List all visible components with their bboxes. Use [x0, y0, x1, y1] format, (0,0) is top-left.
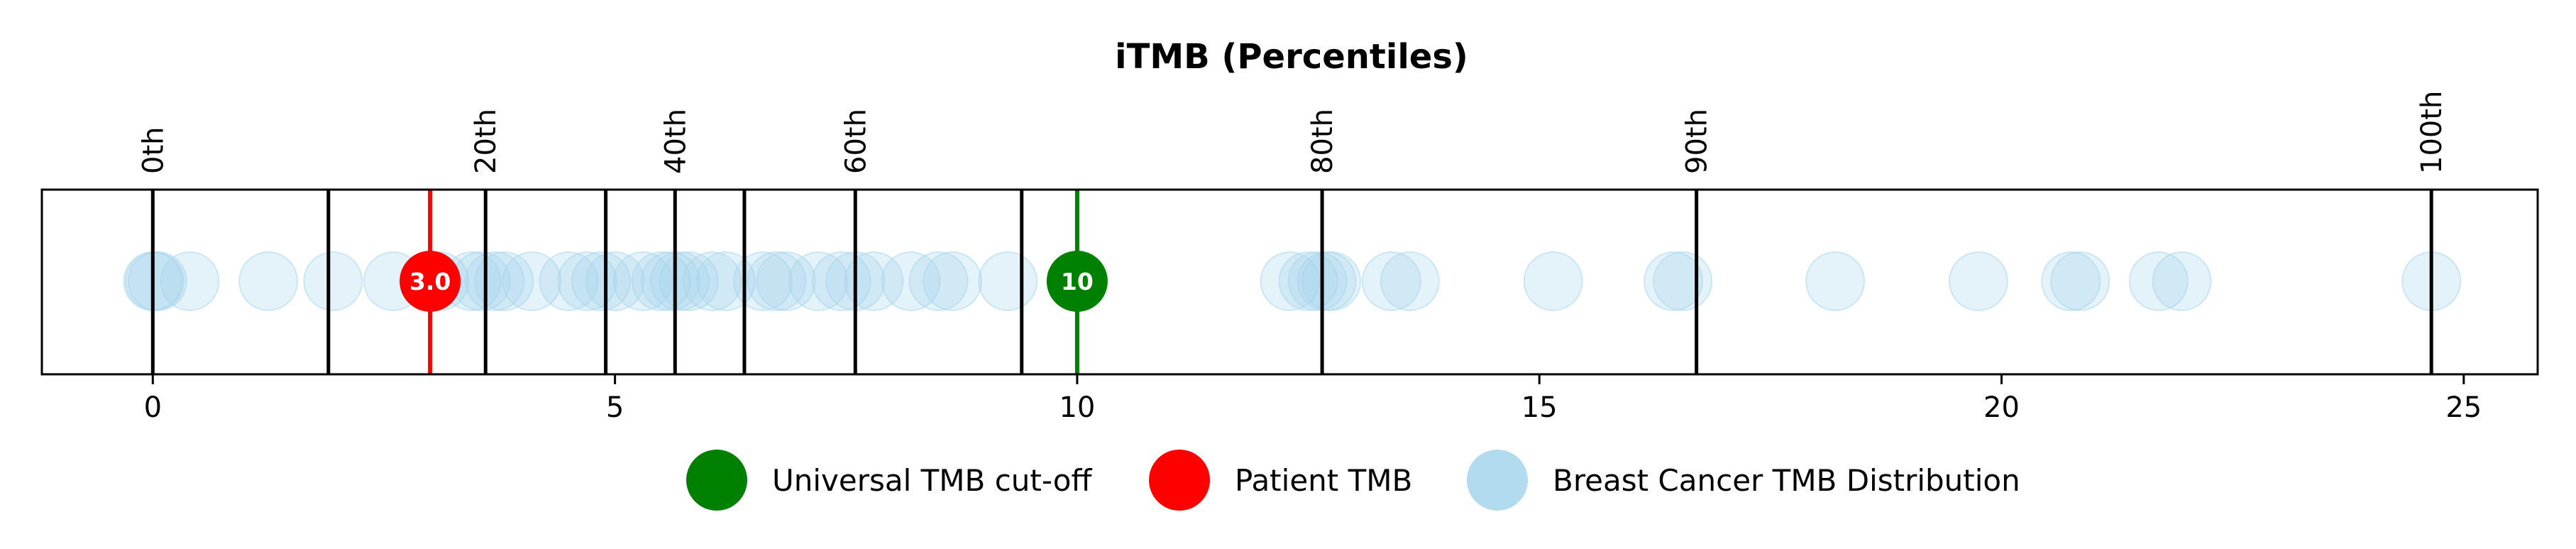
distribution-point	[2041, 251, 2101, 311]
chart-title: iTMB (Percentiles)	[1115, 37, 1468, 77]
distribution-point	[585, 251, 645, 311]
percentile-label: 0th	[137, 127, 170, 174]
distribution-point	[2128, 251, 2189, 311]
tmb-cutoff-value: 10	[1061, 268, 1094, 295]
x-axis: 0 5 10 15 20 25	[144, 374, 2482, 424]
percentile-label: 40th	[659, 109, 692, 174]
distribution-point	[1948, 251, 2008, 311]
distribution-point	[502, 251, 562, 311]
tmb-cutoff-marker	[1046, 251, 1108, 312]
percentile-label: 60th	[840, 109, 872, 174]
distribution-point	[747, 251, 807, 311]
plot-frame	[40, 188, 2539, 376]
marker-layer: 3.0 10	[400, 190, 1108, 374]
legend: Universal TMB cut-off Patient TMB Breast C…	[686, 450, 2020, 511]
patient-tmb-marker	[400, 251, 461, 312]
distribution-point	[160, 251, 220, 311]
x-tick-label: 20	[1983, 391, 2020, 424]
distribution-point	[1644, 251, 1704, 311]
x-tick-label: 25	[2445, 391, 2482, 424]
distribution-point	[238, 251, 299, 311]
distribution-point	[1523, 251, 1583, 311]
distribution-point	[539, 251, 599, 311]
distribution-point	[695, 251, 756, 311]
percentile-label: 100th	[2416, 91, 2448, 174]
percentile-labels: 0th 20th 40th 60th 80th 90th 100th	[137, 91, 2448, 174]
distribution-point	[571, 251, 632, 311]
distribution-point	[844, 251, 904, 311]
distribution-point	[733, 251, 793, 311]
distribution-point	[612, 251, 673, 311]
legend-label: Universal TMB cut-off	[772, 463, 1092, 498]
distribution-point	[923, 251, 983, 311]
distribution-point	[1287, 251, 1348, 311]
distribution-point	[1805, 251, 1866, 311]
legend-swatch	[1149, 450, 1210, 511]
percentile-lines	[150, 190, 2433, 374]
patient-tmb-value: 3.0	[409, 268, 451, 295]
percentile-label: 90th	[1681, 109, 1714, 174]
distribution-point	[1260, 251, 1320, 311]
distribution-point	[1380, 251, 1440, 311]
distribution-point	[1301, 251, 1362, 311]
distribution-point	[465, 251, 525, 311]
percentile-label: 20th	[470, 109, 502, 174]
distribution-point	[2050, 251, 2110, 311]
distribution-point	[127, 251, 187, 311]
distribution-point	[908, 251, 969, 311]
distribution-point	[303, 251, 363, 311]
percentile-label: 80th	[1306, 109, 1339, 174]
x-tick-label: 15	[1521, 391, 1558, 424]
legend-label: Breast Cancer TMB Distribution	[1553, 463, 2020, 498]
distribution-point	[649, 251, 710, 311]
distribution-point	[881, 251, 941, 311]
legend-label: Patient TMB	[1235, 463, 1412, 498]
distribution-point	[557, 251, 617, 311]
distribution-point	[2152, 251, 2212, 311]
distribution-point	[1361, 251, 1421, 311]
distribution-point	[1653, 251, 1713, 311]
distribution-layer	[123, 251, 2462, 311]
x-tick-label: 5	[606, 391, 624, 424]
legend-swatch	[1467, 450, 1528, 511]
x-tick-label: 10	[1059, 391, 1095, 424]
distribution-point	[640, 251, 700, 311]
distribution-point	[682, 251, 742, 311]
distribution-point	[474, 251, 534, 311]
distribution-point	[978, 251, 1038, 311]
distribution-point	[788, 251, 849, 311]
distribution-point	[756, 251, 816, 311]
legend-swatch	[686, 450, 747, 511]
x-tick-label: 0	[144, 391, 162, 424]
